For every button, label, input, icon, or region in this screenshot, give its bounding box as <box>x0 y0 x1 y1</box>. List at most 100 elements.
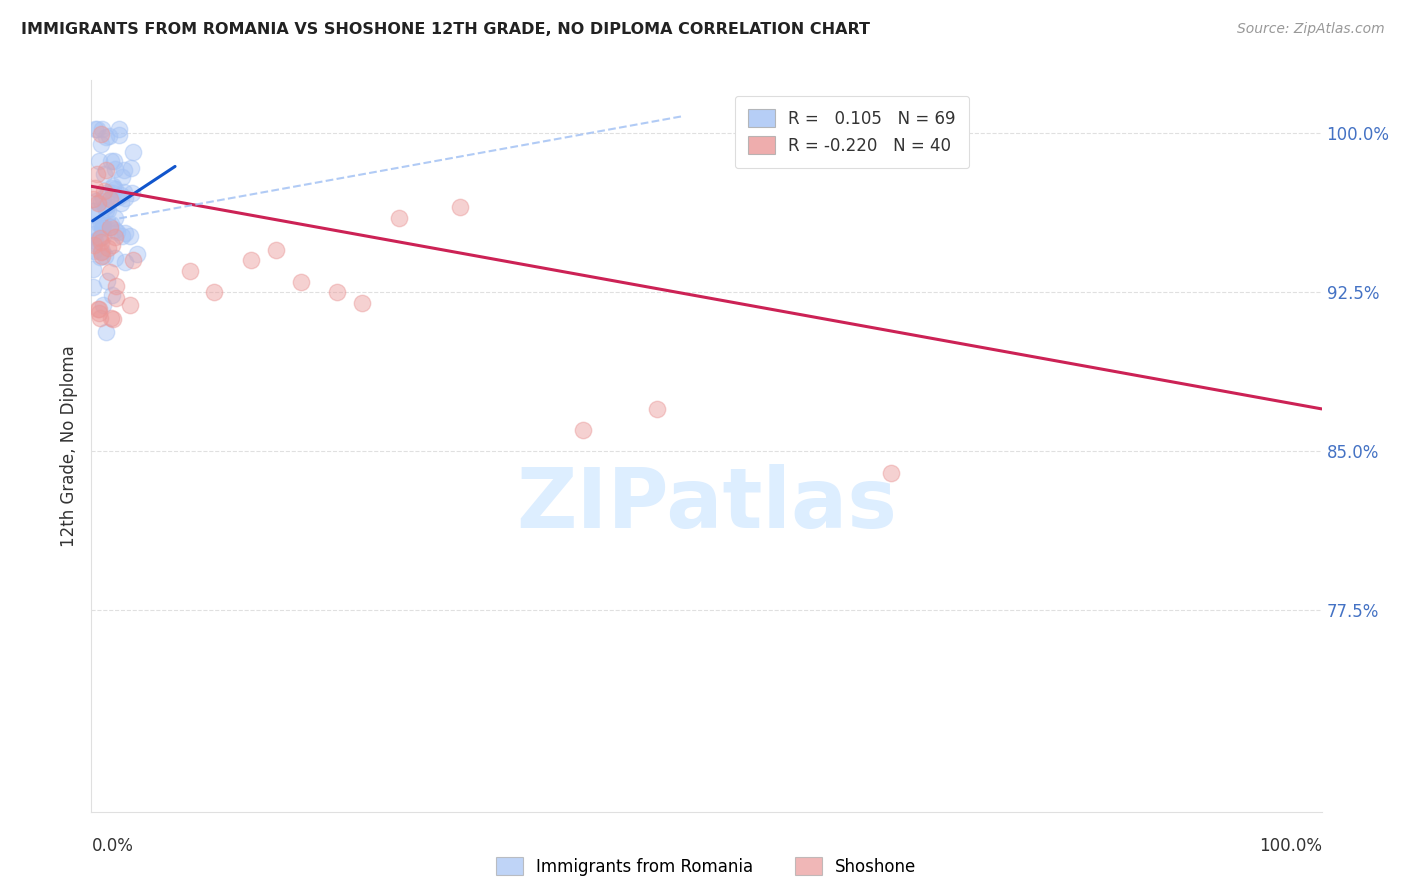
Point <box>111 229 134 244</box>
Point <box>90 127 112 141</box>
Point <box>114 226 136 240</box>
Point <box>101 288 124 302</box>
Point <box>94 201 117 215</box>
Point <box>91 228 114 243</box>
Point <box>90 122 112 136</box>
Point <box>240 253 263 268</box>
Point <box>89 217 111 231</box>
Point <box>91 219 114 233</box>
Point <box>98 265 121 279</box>
Point <box>90 137 112 152</box>
Point <box>645 401 669 416</box>
Point <box>98 219 121 234</box>
Point <box>91 191 114 205</box>
Point <box>114 191 136 205</box>
Point <box>89 250 111 264</box>
Point <box>110 188 132 202</box>
Point <box>90 244 112 258</box>
Point <box>103 312 125 326</box>
Text: 100.0%: 100.0% <box>1258 838 1322 855</box>
Point <box>290 275 312 289</box>
Point <box>104 182 127 196</box>
Point <box>89 301 111 316</box>
Text: 0.0%: 0.0% <box>91 838 134 855</box>
Point <box>83 234 105 248</box>
Point <box>97 241 120 255</box>
Point <box>127 247 149 261</box>
Point <box>83 208 105 222</box>
Point <box>264 243 287 257</box>
Point <box>82 261 104 276</box>
Point <box>97 202 120 217</box>
Point <box>82 219 104 234</box>
Point <box>89 230 111 244</box>
Point <box>87 154 110 169</box>
Point <box>93 167 115 181</box>
Point <box>100 238 122 252</box>
Point <box>97 185 120 199</box>
Point <box>94 250 117 264</box>
Point <box>112 163 135 178</box>
Point <box>104 230 127 244</box>
Point <box>89 306 111 320</box>
Point <box>84 181 107 195</box>
Point <box>111 169 134 184</box>
Text: Source: ZipAtlas.com: Source: ZipAtlas.com <box>1237 22 1385 37</box>
Point <box>107 190 129 204</box>
Point <box>122 145 145 160</box>
Point <box>83 244 105 258</box>
Point <box>103 154 125 169</box>
Point <box>90 221 112 235</box>
Point <box>90 244 112 259</box>
Point <box>104 251 127 265</box>
Point <box>86 194 108 209</box>
Point <box>105 279 128 293</box>
Point <box>83 235 105 250</box>
Point <box>90 217 112 231</box>
Point <box>104 223 127 237</box>
Point <box>96 325 118 339</box>
Point <box>98 192 121 206</box>
Point <box>101 186 124 200</box>
Point <box>449 201 471 215</box>
Point <box>91 215 114 229</box>
Point <box>122 252 145 267</box>
Point <box>388 211 411 225</box>
Point <box>82 192 104 206</box>
Point <box>108 128 131 143</box>
Point <box>83 122 105 136</box>
Point <box>101 179 124 194</box>
Point <box>104 161 127 176</box>
Point <box>90 194 112 208</box>
Point <box>118 228 141 243</box>
Point <box>87 195 110 210</box>
Point <box>100 217 122 231</box>
Point <box>87 301 110 316</box>
Point <box>118 298 141 312</box>
Point <box>112 186 135 200</box>
Point <box>352 296 374 310</box>
Point <box>104 211 127 226</box>
Point <box>96 274 118 288</box>
Legend: Immigrants from Romania, Shoshone: Immigrants from Romania, Shoshone <box>488 848 925 884</box>
Point <box>880 466 903 480</box>
Point <box>326 285 349 300</box>
Point <box>121 161 143 175</box>
Point <box>98 219 121 234</box>
Point <box>96 198 118 212</box>
Point <box>179 264 201 278</box>
Text: ZIPatlas: ZIPatlas <box>516 464 897 545</box>
Point <box>83 227 105 241</box>
Point <box>202 285 225 300</box>
Point <box>100 154 122 169</box>
Point <box>91 249 114 263</box>
Point <box>94 202 117 217</box>
Point <box>93 184 115 198</box>
Point <box>105 225 128 239</box>
Point <box>91 297 114 311</box>
Point <box>121 186 143 200</box>
Point <box>82 280 104 294</box>
Point <box>83 238 105 252</box>
Point <box>108 122 131 136</box>
Point <box>572 423 595 437</box>
